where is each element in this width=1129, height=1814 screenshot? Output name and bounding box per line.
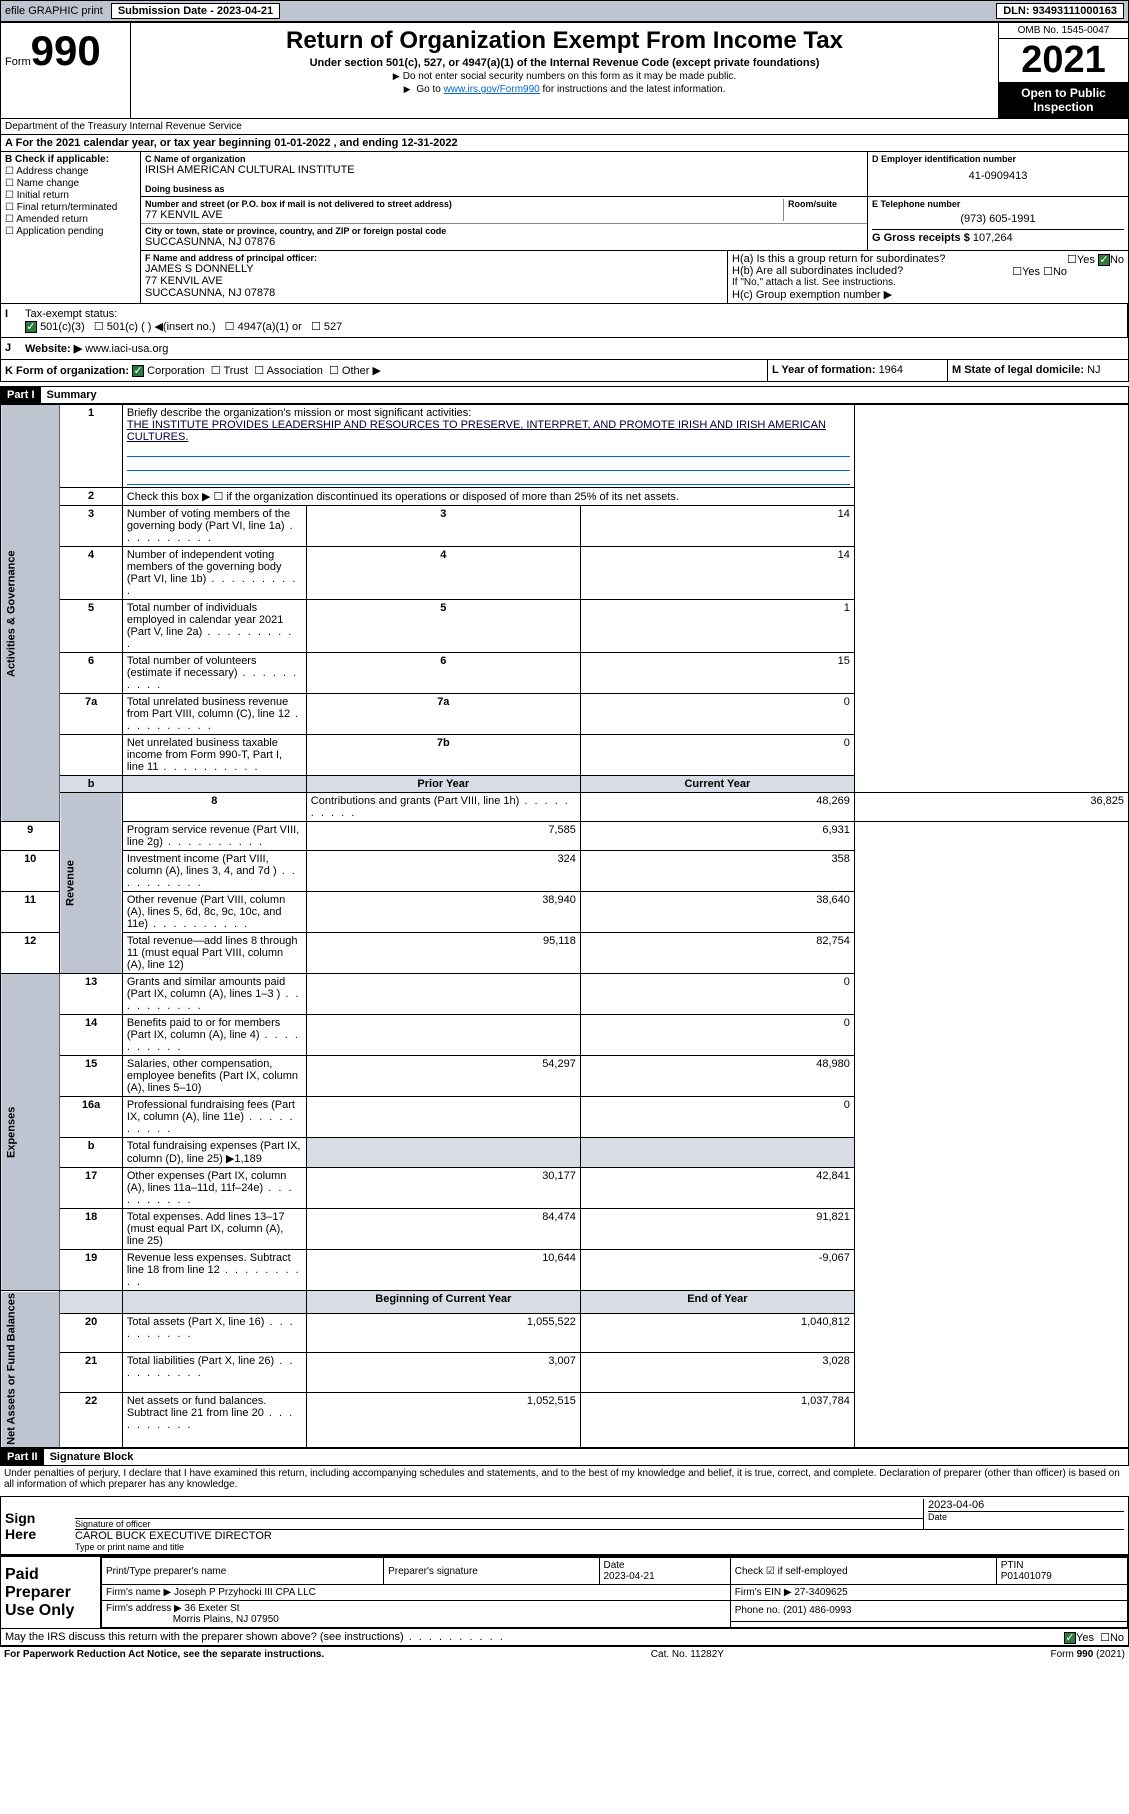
- domicile: NJ: [1087, 364, 1100, 376]
- gross-receipts: 107,264: [973, 232, 1013, 244]
- year-formation: 1964: [879, 364, 903, 376]
- line-2: Check this box ▶ ☐ if the organization d…: [122, 488, 854, 506]
- prep-name-label: Print/Type preparer's name: [102, 1558, 384, 1585]
- firm-addr2: Morris Plains, NJ 07950: [173, 1614, 279, 1625]
- row-i: I Tax-exempt status: ✓ 501(c)(3) ☐ 501(c…: [0, 304, 1129, 338]
- phone: (973) 605-1991: [872, 213, 1124, 225]
- org-name: IRISH AMERICAN CULTURAL INSTITUTE: [145, 164, 863, 176]
- corp-check: ✓: [132, 365, 144, 377]
- dept-treasury: Department of the Treasury Internal Reve…: [0, 119, 1129, 135]
- self-employed-check: Check ☑ if self-employed: [735, 1566, 848, 1577]
- ein: 41-0909413: [872, 170, 1124, 182]
- sig-officer-label: Signature of officer: [75, 1519, 923, 1529]
- firm-name: Joseph P Przyhocki III CPA LLC: [174, 1587, 316, 1598]
- discuss-yes-check: ✓: [1064, 1632, 1076, 1644]
- h-c: H(c) Group exemption number ▶: [732, 288, 1124, 301]
- discuss-row: May the IRS discuss this return with the…: [0, 1629, 1129, 1646]
- tab-revenue: Revenue: [60, 793, 122, 974]
- tax-period: A For the 2021 calendar year, or tax yea…: [0, 135, 1129, 152]
- street: 77 KENVIL AVE: [145, 209, 783, 221]
- topbar: efile GRAPHIC print Submission Date - 20…: [0, 0, 1129, 22]
- gross-label: G Gross receipts $: [872, 232, 973, 244]
- part2-header: Part II Signature Block: [0, 1448, 1129, 1466]
- footer-form: Form 990 (2021): [1051, 1649, 1125, 1660]
- perjury-declaration: Under penalties of perjury, I declare th…: [0, 1466, 1129, 1492]
- submission-date: Submission Date - 2023-04-21: [111, 3, 280, 19]
- tax-year: 2021: [999, 39, 1128, 82]
- form-subtitle: Under section 501(c), 527, or 4947(a)(1)…: [135, 57, 994, 69]
- h-b: H(b) Are all subordinates included? ☐Yes…: [732, 265, 1124, 277]
- signature-block: Sign Here Signature of officer 2023-04-0…: [0, 1496, 1129, 1556]
- row-j: J Website: ▶ www.iaci-usa.org: [0, 338, 1129, 360]
- paid-preparer-block: Paid Preparer Use Only Print/Type prepar…: [0, 1556, 1129, 1629]
- 501c3-check: ✓: [25, 321, 37, 333]
- paid-preparer-label: Paid Preparer Use Only: [1, 1557, 101, 1628]
- city-label: City or town, state or province, country…: [145, 226, 863, 236]
- org-name-label: C Name of organization: [145, 154, 863, 164]
- form-number: Form990: [5, 27, 126, 75]
- ptin: P01401079: [1001, 1571, 1052, 1582]
- firm-addr1: 36 Exeter St: [185, 1603, 240, 1614]
- room-label: Room/suite: [788, 199, 863, 209]
- row-klm: K Form of organization: ✓ Corporation ☐ …: [0, 360, 1129, 382]
- sign-here-label: Sign Here: [1, 1497, 71, 1554]
- page-footer: For Paperwork Reduction Act Notice, see …: [0, 1646, 1129, 1662]
- tab-net-assets: Net Assets or Fund Balances: [1, 1291, 60, 1448]
- prep-date: 2023-04-21: [604, 1571, 655, 1582]
- note-ssn: Do not enter social security numbers on …: [135, 71, 994, 82]
- irs-link[interactable]: www.irs.gov/Form990: [444, 84, 540, 95]
- firm-ein: 27-3409625: [794, 1587, 847, 1598]
- efile-label: efile GRAPHIC print: [5, 5, 103, 17]
- form-title: Return of Organization Exempt From Incom…: [135, 27, 994, 55]
- h-b-note: If "No," attach a list. See instructions…: [732, 277, 1124, 288]
- mission-text: THE INSTITUTE PROVIDES LEADERSHIP AND RE…: [127, 419, 826, 443]
- summary-table: Activities & Governance 1 Briefly descri…: [0, 404, 1129, 1448]
- website: www.iaci-usa.org: [85, 343, 168, 355]
- officer-name: JAMES S DONNELLY: [145, 263, 723, 275]
- omb-number: OMB No. 1545-0047: [999, 23, 1128, 39]
- footer-cat: Cat. No. 11282Y: [651, 1649, 724, 1660]
- officer-printed-name: CAROL BUCK EXECUTIVE DIRECTOR: [75, 1530, 1124, 1542]
- form-header: Form990 Return of Organization Exempt Fr…: [0, 22, 1129, 119]
- dba-label: Doing business as: [145, 184, 863, 194]
- officer-addr1: 77 KENVIL AVE: [145, 275, 723, 287]
- h-a: H(a) Is this a group return for subordin…: [732, 253, 1124, 265]
- tab-expenses: Expenses: [1, 974, 60, 1291]
- box-b: B Check if applicable: ☐ Address change …: [1, 152, 141, 303]
- firm-phone: (201) 486-0993: [783, 1605, 851, 1616]
- officer-addr2: SUCCASUNNA, NJ 07878: [145, 287, 723, 299]
- city: SUCCASUNNA, NJ 07876: [145, 236, 863, 248]
- ein-label: D Employer identification number: [872, 154, 1124, 164]
- officer-label: F Name and address of principal officer:: [145, 253, 723, 263]
- phone-label: E Telephone number: [872, 199, 1124, 209]
- tab-governance: Activities & Governance: [1, 405, 60, 822]
- entity-info: B Check if applicable: ☐ Address change …: [0, 152, 1129, 304]
- footer-left: For Paperwork Reduction Act Notice, see …: [4, 1649, 324, 1660]
- open-public-badge: Open to Public Inspection: [999, 82, 1128, 118]
- part1-header: Part I Summary: [0, 386, 1129, 404]
- dln: DLN: 93493111000163: [996, 3, 1124, 19]
- note-link: Go to www.irs.gov/Form990 for instructio…: [135, 84, 994, 95]
- prep-sig-label: Preparer's signature: [384, 1558, 599, 1585]
- sig-date: 2023-04-06: [928, 1499, 1124, 1511]
- street-label: Number and street (or P.O. box if mail i…: [145, 199, 783, 209]
